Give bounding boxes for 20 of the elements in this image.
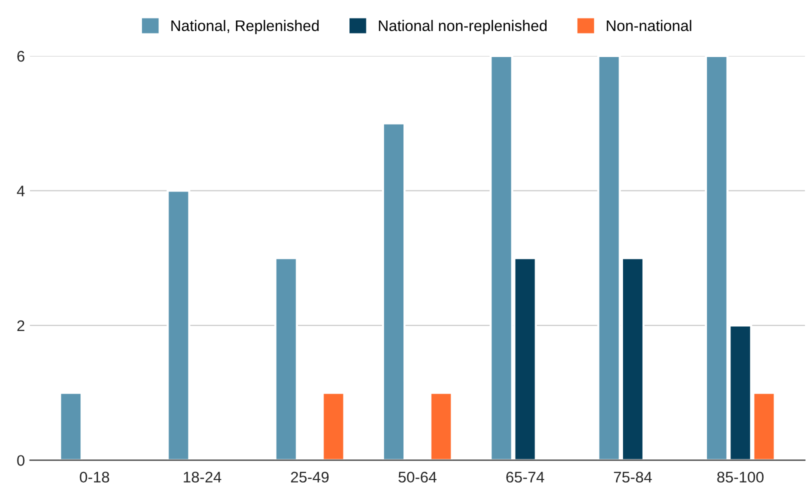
legend-label: National, Replenished — [171, 20, 319, 34]
x-tick-label: 75-84 — [614, 472, 652, 483]
legend-label: National non-replenished — [378, 20, 547, 34]
bar — [166, 190, 190, 460]
x-tick-label: 0-18 — [80, 472, 110, 483]
y-tick-label: 6 — [17, 50, 24, 62]
y-tick-label: 4 — [16, 186, 25, 196]
bar — [59, 392, 83, 460]
y-tick-label: 0 — [17, 455, 24, 466]
bar — [322, 392, 346, 460]
x-tick-label: 85-100 — [717, 472, 764, 483]
x-tick-label: 25-49 — [291, 472, 329, 483]
x-tick-label: 50-64 — [398, 472, 437, 483]
bar — [382, 122, 406, 460]
legend-label: Non-national — [606, 20, 692, 32]
x-tick-label: 18-24 — [184, 472, 222, 483]
bar — [429, 392, 453, 460]
bar — [274, 257, 298, 460]
y-tick-label: 2 — [17, 320, 24, 332]
x-tick-label: 65-74 — [506, 472, 544, 483]
